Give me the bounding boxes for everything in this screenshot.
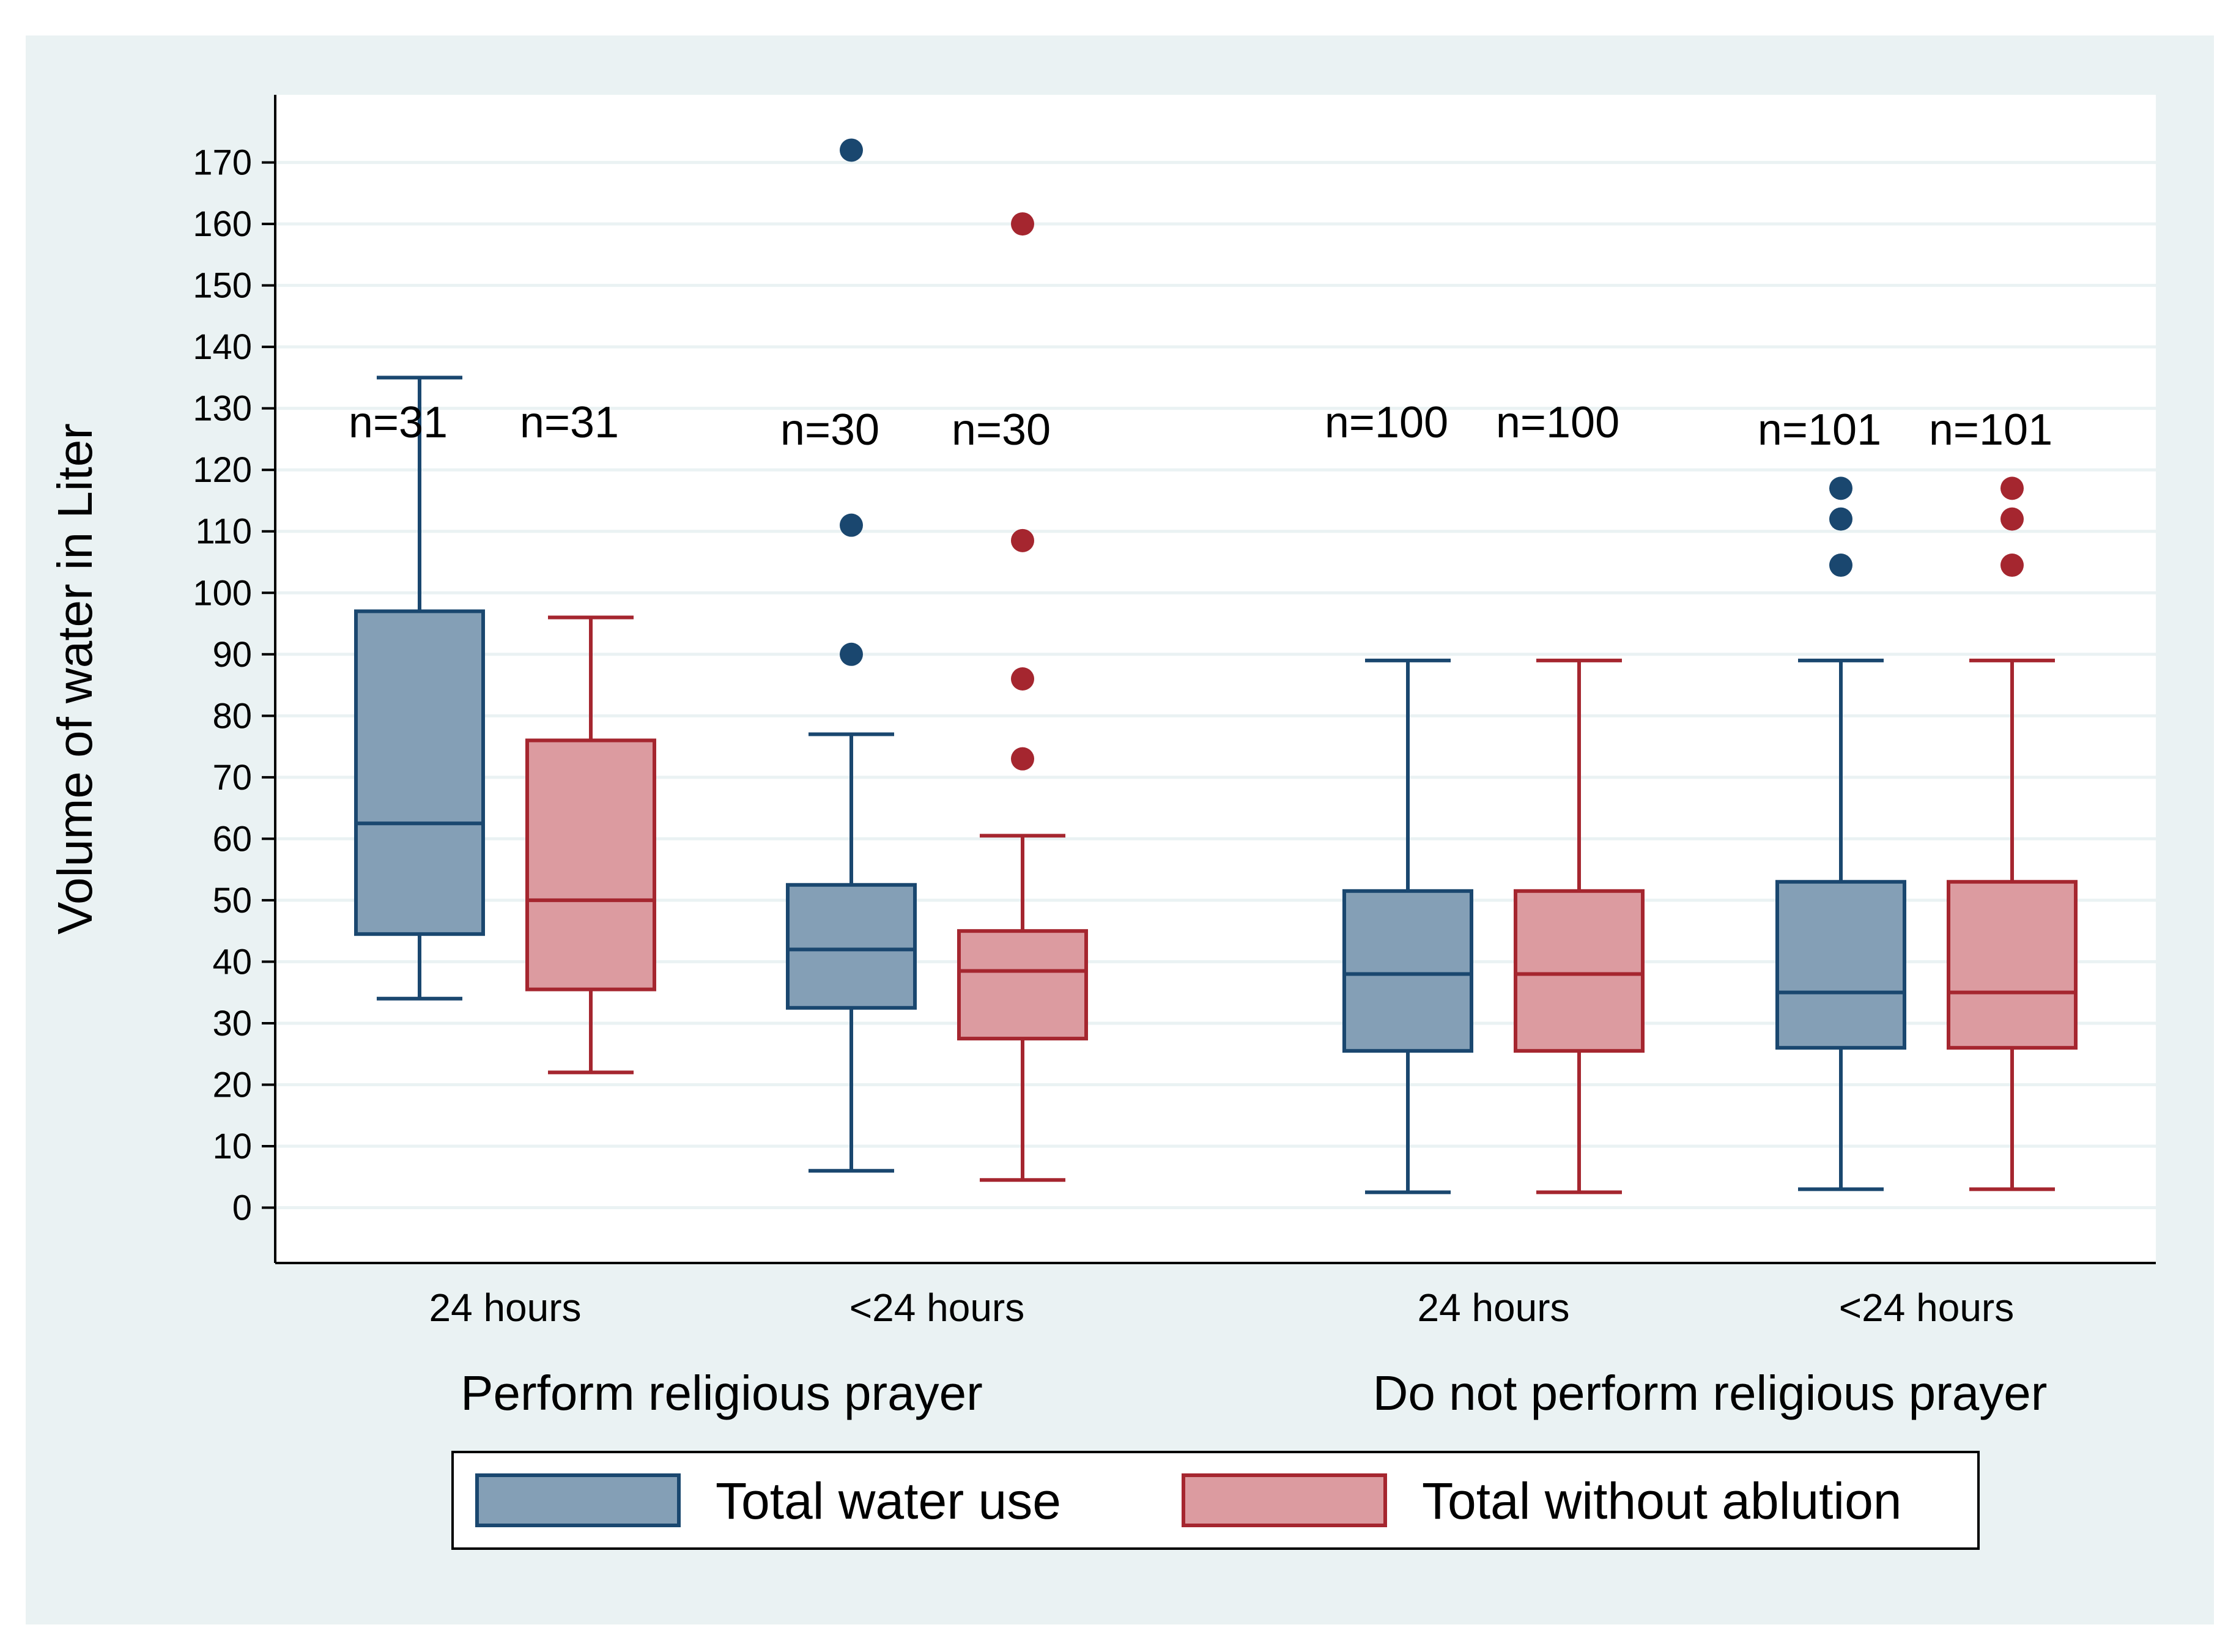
outlier-point bbox=[2000, 554, 2024, 577]
interquartile-box bbox=[786, 883, 917, 1010]
plot-area bbox=[275, 95, 2156, 1263]
y-tick-label: 40 bbox=[212, 942, 252, 982]
y-tick-label: 130 bbox=[193, 389, 252, 429]
interquartile-box bbox=[1514, 889, 1645, 1053]
y-tick-label: 50 bbox=[212, 881, 252, 920]
category-label: <24 hours bbox=[1839, 1286, 2014, 1330]
interquartile-box bbox=[1775, 880, 1906, 1050]
y-tick-label: 170 bbox=[193, 143, 252, 183]
sample-size-label: n=100 bbox=[1496, 398, 1619, 447]
interquartile-box bbox=[1947, 880, 2078, 1050]
interquartile-box bbox=[1342, 889, 1473, 1053]
y-tick-label: 0 bbox=[232, 1188, 252, 1228]
y-tick-label: 100 bbox=[193, 573, 252, 613]
legend-swatch bbox=[1182, 1473, 1387, 1527]
y-tick-label: 20 bbox=[212, 1065, 252, 1105]
outlier-point bbox=[1011, 528, 1034, 552]
y-tick-label: 110 bbox=[196, 512, 252, 552]
legend-swatch bbox=[475, 1473, 681, 1527]
interquartile-box bbox=[354, 609, 485, 936]
y-axis-ticks: 0 10 20 30 40 50 60 70 80 90 100 110 120 130 140 150 160… bbox=[193, 143, 275, 1228]
outlier-point bbox=[1011, 667, 1034, 691]
y-tick-label: 60 bbox=[212, 819, 252, 859]
outlier-point bbox=[1829, 476, 1852, 500]
box-total-without-ablution: n=30 bbox=[952, 212, 1088, 1182]
box-total-without-ablution: n=101 bbox=[1929, 406, 2078, 1191]
sample-size-label: n=31 bbox=[520, 398, 619, 447]
interquartile-box bbox=[525, 738, 656, 991]
outlier-point bbox=[2000, 476, 2024, 500]
box-total-water-use: n=100 bbox=[1325, 398, 1473, 1195]
outlier-point bbox=[1829, 507, 1852, 531]
category-label: 24 hours bbox=[1417, 1286, 1569, 1330]
category-label: 24 hours bbox=[429, 1286, 581, 1330]
box-total-without-ablution: n=100 bbox=[1496, 398, 1645, 1195]
y-tick-label: 80 bbox=[212, 696, 252, 736]
box-series: n=31 n=31 n=30 n=30 n=100 n=100 n=101 n=101 bbox=[349, 138, 2078, 1195]
sample-size-label: n=30 bbox=[952, 406, 1051, 454]
group-label: Perform religious prayer bbox=[461, 1366, 983, 1420]
y-tick-label: 140 bbox=[193, 327, 252, 367]
y-tick-label: 160 bbox=[193, 204, 252, 244]
box-total-water-use: n=30 bbox=[780, 138, 917, 1173]
interquartile-box bbox=[957, 929, 1088, 1041]
outlier-point bbox=[840, 642, 863, 666]
outlier-point bbox=[1829, 554, 1852, 577]
y-tick-label: 30 bbox=[212, 1004, 252, 1043]
outlier-point bbox=[1011, 747, 1034, 771]
y-axis-title: Volume of water in Liter bbox=[48, 423, 102, 935]
sample-size-label: n=101 bbox=[1758, 406, 1881, 454]
sample-size-label: n=31 bbox=[349, 398, 448, 447]
y-tick-label: 90 bbox=[212, 635, 252, 675]
y-tick-label: 120 bbox=[193, 450, 252, 490]
y-tick-label: 150 bbox=[193, 266, 252, 306]
box-total-water-use: n=31 bbox=[349, 376, 485, 1001]
legend: Total water use Total without ablution bbox=[451, 1451, 1980, 1550]
sample-size-label: n=101 bbox=[1929, 406, 2052, 454]
category-label: <24 hours bbox=[849, 1286, 1024, 1330]
y-tick-label: 70 bbox=[212, 758, 252, 798]
outlier-point bbox=[1011, 212, 1034, 236]
box-total-water-use: n=101 bbox=[1758, 406, 1906, 1191]
outlier-point bbox=[840, 138, 863, 162]
box-total-without-ablution: n=31 bbox=[520, 398, 656, 1075]
outlier-point bbox=[840, 513, 863, 537]
legend-label: Total without ablution bbox=[1422, 1472, 1902, 1530]
sample-size-label: n=30 bbox=[780, 406, 879, 454]
category-labels: 24 hours <24 hours 24 hours <24 hours Perfor… bbox=[429, 1286, 2047, 1420]
legend-label: Total water use bbox=[716, 1472, 1061, 1530]
y-tick-label: 10 bbox=[212, 1127, 252, 1166]
group-label: Do not perform religious prayer bbox=[1373, 1366, 2048, 1420]
outlier-point bbox=[2000, 507, 2024, 531]
sample-size-label: n=100 bbox=[1325, 398, 1448, 447]
